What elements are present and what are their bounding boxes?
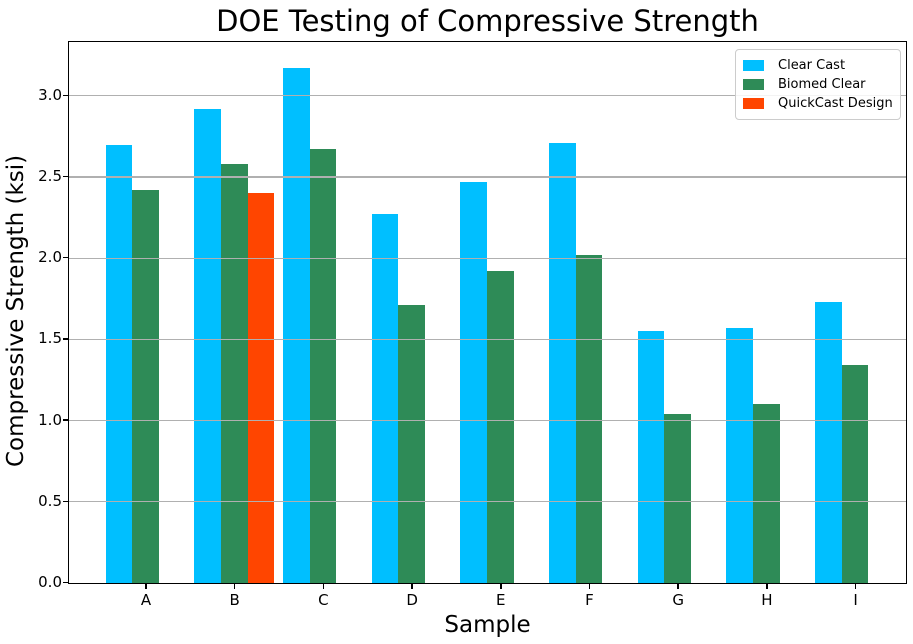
legend-item-biomed-clear: Biomed Clear: [743, 75, 893, 94]
bar-biomed-clear-E: [486, 271, 514, 583]
x-tick-label-D: D: [406, 591, 418, 609]
y-tick-2.0: [63, 256, 68, 259]
bar-clear-cast-I: [815, 302, 842, 583]
x-tick-label-F: F: [585, 591, 594, 609]
y-tick-label-2.5: 2.5: [38, 166, 62, 185]
legend-item-quickcast-design: QuickCast Design: [743, 94, 893, 113]
bar-biomed-clear-D: [398, 305, 425, 583]
bar-quickcast-design-B: [247, 193, 275, 583]
y-tick-label-1.5: 1.5: [38, 329, 62, 348]
y-tick-1.0: [63, 419, 68, 421]
x-tick-I: [854, 584, 857, 589]
y-tick-0.5: [63, 500, 68, 503]
bar-clear-cast-C: [282, 68, 310, 583]
y-tick-label-0.0: 0.0: [38, 573, 62, 591]
bar-clear-cast-B: [194, 108, 221, 583]
x-tick-label-H: H: [761, 591, 773, 609]
x-tick-A: [145, 584, 147, 589]
gridline-y-2.5: [69, 176, 906, 178]
gridline-y-1: [69, 419, 906, 422]
bar-clear-cast-D: [371, 214, 399, 583]
bar-biomed-clear-C: [309, 149, 337, 583]
y-tick-0.0: [63, 581, 68, 584]
legend: Clear Cast Biomed Clear QuickCast Design: [735, 49, 901, 120]
x-axis-label: Sample: [444, 612, 531, 638]
bar-clear-cast-F: [549, 142, 576, 583]
gridline-y-0.5: [69, 501, 906, 503]
legend-swatch-icon: [743, 79, 764, 90]
legend-item-clear-cast: Clear Cast: [743, 56, 893, 75]
bar-clear-cast-G: [637, 331, 665, 583]
y-tick-label-3.0: 3.0: [38, 85, 62, 104]
gridline-y-2: [69, 257, 906, 259]
bar-clear-cast-E: [460, 181, 487, 583]
x-tick-label-I: I: [853, 591, 858, 609]
gridline-y-3: [69, 95, 906, 97]
bar-biomed-clear-H: [753, 404, 780, 583]
legend-swatch-icon: [743, 60, 764, 71]
plot-area: [68, 41, 907, 584]
x-tick-E: [500, 584, 502, 589]
y-tick-1.5: [63, 338, 68, 340]
bar-biomed-clear-A: [132, 189, 159, 583]
x-tick-B: [233, 584, 236, 589]
chart-title: DOE Testing of Compressive Strength: [216, 4, 759, 38]
bar-biomed-clear-B: [220, 164, 248, 583]
bar-clear-cast-A: [105, 144, 133, 583]
y-tick-label-1.0: 1.0: [38, 410, 62, 429]
x-tick-H: [766, 584, 768, 589]
x-tick-C: [322, 584, 325, 589]
y-tick-label-0.5: 0.5: [38, 491, 62, 510]
x-tick-G: [677, 584, 679, 589]
y-tick-2.5: [63, 175, 68, 178]
x-tick-label-B: B: [229, 591, 240, 609]
bar-biomed-clear-G: [664, 414, 691, 583]
legend-label: Biomed Clear: [778, 77, 866, 92]
y-tick-label-2.0: 2.0: [38, 248, 62, 267]
x-tick-D: [411, 584, 413, 589]
legend-label: QuickCast Design: [778, 96, 893, 111]
y-tick-3.0: [63, 94, 68, 97]
bar-clear-cast-H: [726, 328, 754, 583]
x-tick-label-E: E: [496, 591, 506, 609]
legend-label: Clear Cast: [778, 58, 846, 73]
legend-swatch-icon: [743, 98, 764, 109]
x-tick-label-G: G: [672, 591, 684, 609]
bar-biomed-clear-F: [575, 254, 603, 583]
x-tick-label-A: A: [140, 591, 152, 609]
gridline-y-1.5: [69, 338, 906, 340]
bar-biomed-clear-I: [841, 365, 869, 583]
x-tick-F: [588, 584, 591, 589]
x-tick-label-C: C: [318, 591, 329, 609]
